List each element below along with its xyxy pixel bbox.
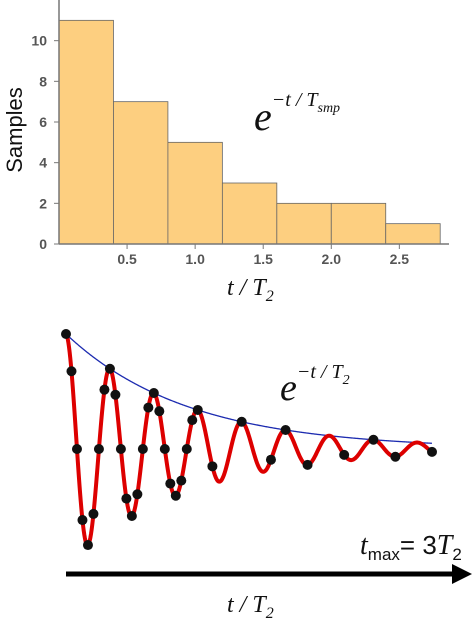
histogram-x-tick-label: 2.5	[390, 251, 410, 267]
sample-point	[126, 511, 137, 522]
sample-point	[265, 454, 276, 465]
histogram-y-tick-label: 0	[39, 236, 47, 252]
sample-point	[181, 444, 192, 454]
histogram-x-tick-label: 1.0	[185, 251, 205, 267]
sample-point	[280, 424, 291, 435]
histogram-bars	[58, 19, 441, 245]
sample-point	[368, 434, 379, 445]
histogram-y-tick-label: 10	[31, 33, 47, 49]
histogram-y-tick-label: 6	[39, 114, 47, 130]
sample-point	[236, 416, 247, 427]
sample-point	[159, 444, 170, 454]
sample-point	[88, 508, 99, 519]
sample-point	[61, 329, 71, 339]
sample-point	[82, 540, 93, 551]
sample-point	[192, 404, 203, 415]
histogram-bar	[113, 101, 169, 245]
histogram-x-tick-label: 0.5	[117, 251, 137, 267]
histogram-x-ticks: 0.5 1.0 1.5 2.0 2.5	[117, 244, 409, 267]
histogram-bar	[221, 182, 278, 245]
sample-point	[339, 449, 350, 460]
sample-point	[154, 406, 165, 417]
histogram-x-label: t / T2	[227, 275, 274, 305]
sample-point	[390, 451, 401, 462]
sample-point	[427, 446, 437, 457]
histogram-x-tick-label: 2.0	[322, 251, 342, 267]
oscillation-exp-annotation: e−t / T2	[280, 361, 350, 409]
tmax-label: tmax= 3T2	[360, 530, 462, 564]
sample-point	[77, 515, 88, 526]
histogram-y-tick-label: 8	[39, 73, 47, 89]
sample-point	[137, 444, 148, 454]
envelope-curve	[65, 333, 433, 444]
sample-point	[121, 493, 132, 504]
sample-point	[132, 489, 143, 500]
histogram-exp-annotation: e−t / Tsmp	[254, 89, 340, 139]
histogram-y-label: Samples	[2, 87, 27, 173]
histogram-bar	[167, 141, 223, 245]
sample-point	[71, 444, 82, 454]
sample-point	[148, 388, 159, 399]
time-arrow	[66, 564, 472, 584]
histogram-bar	[58, 19, 114, 245]
sample-point	[170, 490, 181, 501]
sample-point	[93, 444, 104, 454]
histogram-bar	[385, 223, 441, 245]
sample-point	[143, 402, 154, 413]
histogram-x-tick-label: 1.5	[253, 251, 273, 267]
histogram-y-ticks: 0 2 4 6 8 10	[31, 33, 59, 252]
sample-point	[110, 389, 121, 400]
sample-point	[104, 363, 115, 374]
sample-points	[61, 329, 437, 551]
sample-point	[176, 475, 187, 486]
histogram-y-tick-label: 4	[39, 155, 47, 171]
sample-point	[187, 415, 198, 426]
histogram-y-tick-label: 2	[39, 195, 47, 211]
sample-point	[99, 384, 110, 395]
histogram-bar	[276, 202, 332, 245]
oscillation-chart: e−t / T2 tmax= 3T2 t / T2	[61, 329, 472, 622]
sample-point	[66, 366, 77, 377]
sample-point	[207, 461, 218, 472]
histogram-bar	[330, 202, 387, 245]
sample-point	[302, 459, 313, 470]
oscillation-x-label: t / T2	[227, 592, 274, 622]
sample-point	[165, 478, 176, 489]
histogram-chart: 0.5 1.0 1.5 2.0 2.5 0 2 4 6 8 10 Samples t / T2 e…	[2, 0, 449, 305]
sample-point	[115, 444, 126, 454]
